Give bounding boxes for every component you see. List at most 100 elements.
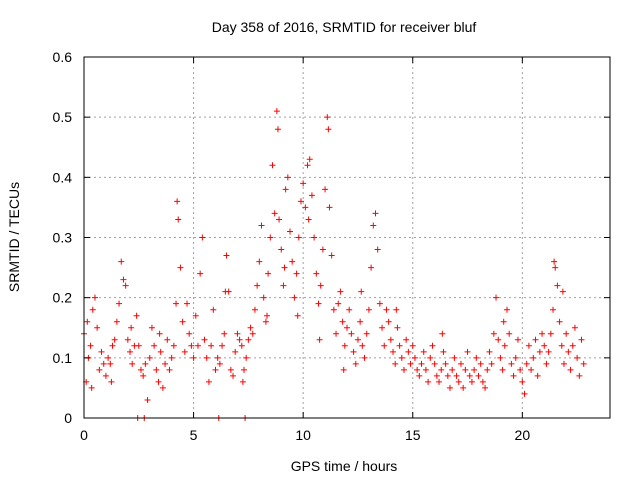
data-point <box>545 348 552 355</box>
data-point <box>359 342 366 349</box>
data-point <box>346 306 353 313</box>
data-point <box>530 354 537 361</box>
data-point <box>326 204 333 211</box>
data-point <box>361 354 368 361</box>
data-point <box>111 336 118 343</box>
data-point <box>508 360 515 367</box>
data-point <box>363 330 370 337</box>
data-point <box>525 342 532 349</box>
data-point <box>308 192 315 199</box>
data-point <box>156 330 163 337</box>
data-point <box>305 216 312 223</box>
y-tick-label: 0.1 <box>53 350 73 366</box>
data-point <box>212 366 219 373</box>
data-point <box>479 378 486 385</box>
data-point <box>260 294 267 301</box>
data-point <box>558 342 565 349</box>
data-point <box>291 294 298 301</box>
data-point <box>438 366 445 373</box>
data-point <box>547 330 554 337</box>
data-point <box>420 348 427 355</box>
data-point <box>267 234 274 241</box>
y-tick-label: 0.6 <box>53 49 73 65</box>
data-point <box>243 354 250 361</box>
data-point <box>247 324 254 331</box>
data-point <box>100 360 107 367</box>
data-point <box>503 306 510 313</box>
data-point <box>405 348 412 355</box>
data-point <box>390 348 397 355</box>
data-point <box>208 342 215 349</box>
data-point <box>376 300 383 307</box>
y-tick-label: 0.4 <box>53 169 73 185</box>
data-point <box>554 282 561 289</box>
data-point <box>337 288 344 295</box>
data-point <box>234 330 241 337</box>
data-point <box>306 156 313 163</box>
data-point <box>409 342 416 349</box>
data-point <box>319 246 326 253</box>
data-point <box>293 270 300 277</box>
x-tick-label: 20 <box>515 427 531 443</box>
data-point <box>383 306 390 313</box>
data-point <box>219 342 226 349</box>
data-point <box>192 312 199 319</box>
data-point <box>455 378 462 385</box>
data-point <box>414 366 421 373</box>
data-point <box>541 342 548 349</box>
data-point <box>431 360 438 367</box>
data-point <box>559 288 566 295</box>
data-point <box>109 342 116 349</box>
x-tick-label: 5 <box>190 427 198 443</box>
axis-ticks <box>83 56 610 419</box>
data-point <box>528 366 535 373</box>
x-tick-label: 0 <box>80 427 88 443</box>
data-point <box>442 360 449 367</box>
data-point <box>473 354 480 361</box>
data-point <box>368 264 375 271</box>
data-point <box>427 354 434 361</box>
data-point <box>567 366 574 373</box>
data-point <box>316 336 323 343</box>
data-point <box>340 366 347 373</box>
data-point <box>394 324 401 331</box>
data-point <box>238 342 245 349</box>
data-point <box>398 354 405 361</box>
data-point <box>280 282 287 289</box>
data-point <box>282 186 289 193</box>
data-point <box>94 324 101 331</box>
data-point <box>116 300 123 307</box>
data-point <box>439 330 446 337</box>
data-point <box>251 306 258 313</box>
data-point <box>451 354 458 361</box>
data-point <box>148 324 155 331</box>
data-point <box>210 306 217 313</box>
data-point <box>140 372 147 379</box>
data-point <box>197 270 204 277</box>
data-point <box>569 342 576 349</box>
data-point <box>128 324 135 331</box>
data-point <box>274 126 281 133</box>
data-point <box>416 372 423 379</box>
data-point <box>304 162 311 169</box>
data-point <box>269 162 276 169</box>
data-point <box>580 360 587 367</box>
x-tick-label: 15 <box>405 427 421 443</box>
data-point <box>543 360 550 367</box>
data-point <box>325 126 332 133</box>
data-point <box>214 354 221 361</box>
data-point <box>447 384 454 391</box>
data-point <box>203 354 210 361</box>
data-point <box>565 348 572 355</box>
data-point <box>466 372 473 379</box>
data-point <box>205 378 212 385</box>
data-point <box>477 360 484 367</box>
data-point <box>164 336 171 343</box>
data-point <box>574 354 581 361</box>
data-point <box>124 336 131 343</box>
data-point <box>173 300 180 307</box>
data-point <box>170 342 177 349</box>
data-point <box>120 276 127 283</box>
data-point <box>350 348 357 355</box>
data-point <box>407 360 414 367</box>
